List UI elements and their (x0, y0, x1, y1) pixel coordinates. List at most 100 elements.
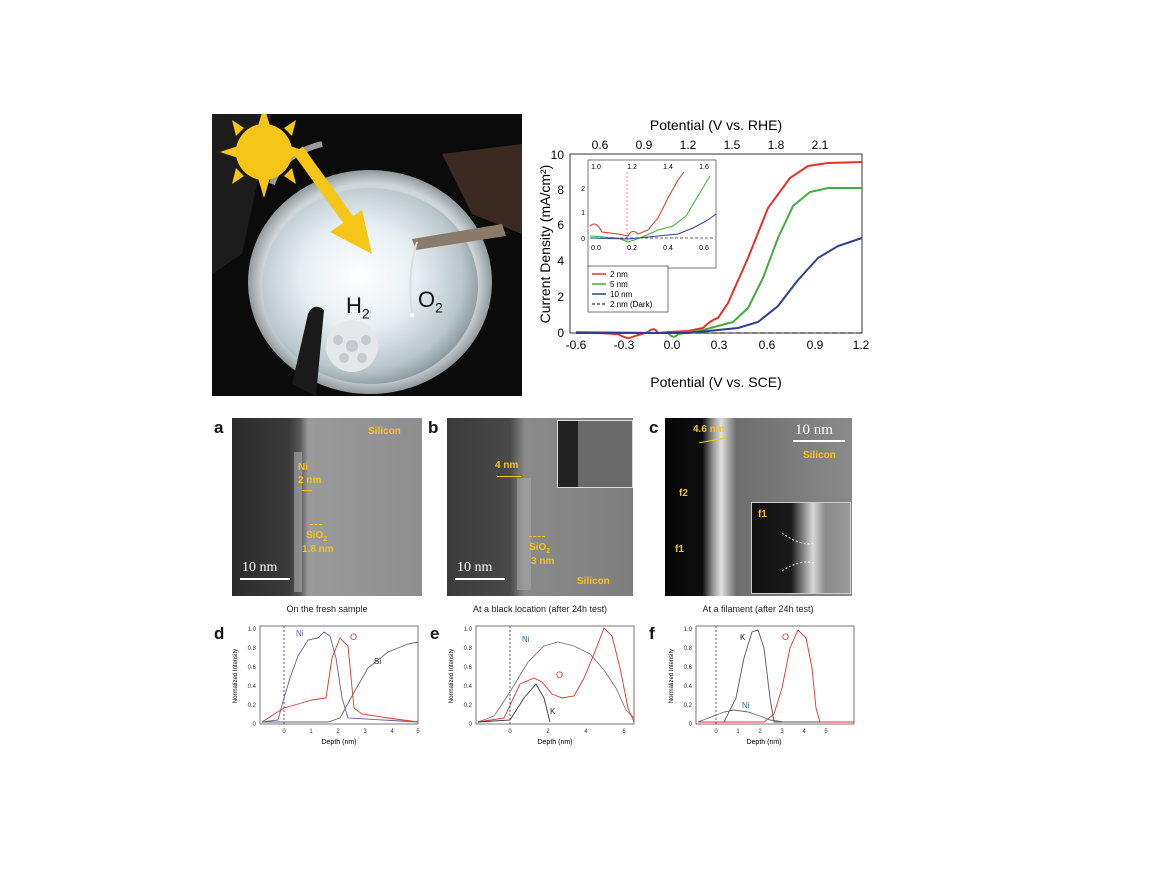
scale-bar-a (240, 578, 290, 580)
legend-frame (587, 265, 669, 313)
d-ni-label: Ni (296, 629, 304, 638)
sio2-thickness-b: 3 nm (531, 556, 555, 567)
tem-image-b: 4 nm SiO2 3 nm Silicon 10 nm (447, 418, 633, 596)
f-xtick-2: 2 (758, 729, 762, 735)
f-xtick-4: 4 (802, 729, 806, 735)
d-ni-curve (261, 631, 419, 723)
f-ni-curve (697, 709, 785, 723)
scale-bar-c (793, 440, 845, 442)
ni-thickness-a: 2 nm (298, 475, 322, 486)
e-ytick-3: 0.6 (464, 665, 473, 671)
jv-top-axis-label: Potential (V vs. RHE) (650, 117, 782, 133)
f-ytick-5: 1.0 (684, 627, 693, 633)
d-si-label: Si (374, 657, 381, 666)
inset-f1-label-c: f1 (758, 509, 767, 520)
inset-top-ticks: 1.0 1.2 1.4 1.6 (591, 164, 709, 171)
thickness-marker-c (699, 437, 725, 444)
jv-top-tick-0: 0.6 (592, 138, 609, 152)
jv-bottom-tick-4: 0.6 (759, 338, 776, 352)
f2-label-c: f2 (679, 488, 688, 499)
caption-b: At a black location (after 24h test) (472, 604, 608, 614)
panel-label-e: e (430, 624, 440, 643)
inset-y-ticks: 0 1 2 (581, 186, 585, 243)
legend-label-2nm: 2 nm (610, 270, 628, 279)
inset-y-tick-1: 1 (581, 210, 585, 217)
e-xtick-2: 4 (584, 729, 588, 735)
sun-icon (220, 114, 308, 198)
depth-profile-e: 0 0.2 0.4 0.6 0.8 1.0 0 2 4 6 Depth (nm)… (449, 625, 635, 746)
legend-label-10nm: 10 nm (610, 290, 633, 299)
f-ytick-0: 0 (689, 722, 693, 728)
d-ytick-5: 1.0 (248, 627, 257, 633)
inset-y-tick-2: 2 (581, 186, 585, 193)
jv-y-tick-3: 6 (557, 218, 564, 232)
f-ytick-3: 0.6 (684, 665, 693, 671)
d-xtick-1: 1 (309, 729, 313, 735)
inset-curve-2nm (589, 171, 685, 237)
jv-top-tick-3: 1.5 (724, 138, 741, 152)
f-ytick-2: 0.4 (684, 684, 693, 690)
e-k-label: K (550, 707, 556, 716)
scale-bar-b (455, 578, 505, 580)
o2-label: O2 (418, 287, 443, 316)
inset-y-tick-0: 0 (581, 236, 585, 243)
jv-y-axis-label: Current Density (mA/cm²) (537, 165, 553, 324)
jv-legend: 2 nm 5 nm 10 nm 2 nm (Dark) (587, 265, 669, 313)
curve-5nm (575, 187, 862, 338)
jv-y-tick-0: 0 (557, 326, 564, 340)
silicon-label-b: Silicon (577, 576, 610, 587)
e-xtick-3: 6 (622, 729, 626, 735)
jv-bottom-tick-5: 0.9 (807, 338, 824, 352)
f-ytick-4: 0.8 (684, 646, 693, 652)
legend-label-5nm: 5 nm (610, 280, 628, 289)
tem-inset-c: f1 (751, 502, 851, 594)
panel-label-c: c (649, 418, 659, 437)
inset-frame (587, 159, 717, 269)
jv-bottom-tick-6: 1.2 (853, 338, 870, 352)
f-o-curve (698, 629, 854, 723)
jv-bottom-tick-0: -0.6 (566, 338, 587, 352)
e-ytick-4: 0.8 (464, 646, 473, 652)
silicon-label-a: Silicon (368, 426, 401, 437)
d-ytick-3: 0.6 (248, 665, 257, 671)
jv-top-tick-5: 2.1 (812, 138, 829, 152)
caption-c: At a filament (after 24h test) (702, 604, 814, 614)
h2-label: H2 (346, 293, 370, 322)
d-ylabel: Normalized Intensity (233, 649, 239, 703)
ni-marker-a (302, 490, 312, 491)
d-ytick-2: 0.4 (248, 684, 257, 690)
d-xtick-3: 3 (363, 729, 367, 735)
jv-y-tick-1: 2 (557, 290, 564, 304)
e-ytick-0: 0 (469, 722, 473, 728)
jv-inset: 1.0 1.2 1.4 1.6 0.0 0.2 0.4 0.6 0 1 2 (581, 159, 717, 269)
d-xlabel: Depth (nm) (321, 739, 356, 746)
thickness-label-c: 4.6 nm (693, 424, 725, 435)
jv-top-tick-4: 1.8 (768, 138, 785, 152)
thickness-marker-b (497, 476, 521, 477)
d-xtick-2: 2 (336, 729, 340, 735)
d-ytick-1: 0.2 (248, 703, 257, 709)
tem-image-c: 4.6 nm 10 nm Silicon f2 f1 f1 (665, 418, 852, 596)
tem-inset-b (557, 420, 633, 488)
f-xlabel: Depth (nm) (746, 739, 781, 746)
e-o-curve (477, 627, 635, 723)
jv-curve-chart: Potential (V vs. RHE) 0.6 0.9 1.2 1.5 1.… (537, 117, 870, 390)
panel-label-f: f (649, 624, 655, 643)
d-o-label: O (350, 632, 357, 642)
e-k-curve (477, 683, 551, 723)
sio2-label-b: SiO2 (529, 542, 551, 555)
e-xtick-1: 2 (546, 729, 550, 735)
f-ni-label: Ni (742, 701, 750, 710)
panel-label-b: b (428, 418, 439, 437)
jv-top-tick-2: 1.2 (680, 138, 697, 152)
jv-bottom-tick-2: 0.0 (664, 338, 681, 352)
sio2-marker-b (529, 536, 545, 538)
inset-top-tick-2: 1.4 (663, 164, 673, 171)
panel-label-a: a (214, 418, 224, 437)
inset-bottom-ticks: 0.0 0.2 0.4 0.6 (591, 245, 709, 252)
e-ytick-1: 0.2 (464, 703, 473, 709)
d-xtick-4: 4 (390, 729, 394, 735)
f-xtick-0: 0 (714, 729, 718, 735)
depth-profile-f: 0 0.2 0.4 0.6 0.8 1.0 0 1 2 3 4 5 Depth … (669, 625, 855, 746)
ni-label-a: Ni (298, 462, 308, 473)
